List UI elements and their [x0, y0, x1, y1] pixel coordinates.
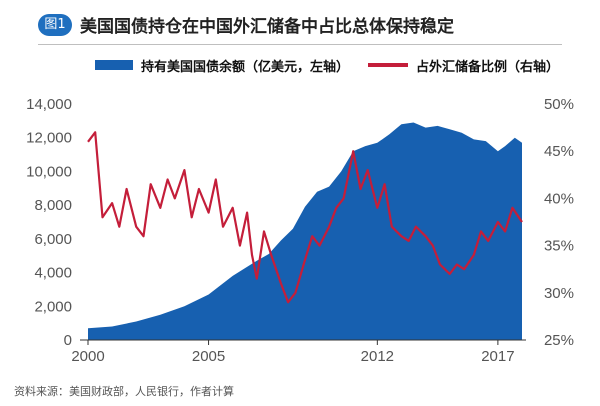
series-area-treasury-holdings	[88, 122, 522, 340]
chart-title: 美国国债持仓在中国外汇储备中占比总体保持稳定	[80, 17, 454, 37]
y-left-tick-label: 12,000	[26, 130, 72, 147]
y-right-tick-label: 50%	[544, 96, 574, 113]
y-left-tick-label: 6,000	[34, 231, 72, 248]
legend-swatch-line	[368, 63, 408, 67]
y-right-tick-label: 45%	[544, 143, 574, 160]
source-note: 资料来源：美国财政部，人民银行，作者计算	[14, 385, 234, 398]
figure-number-badge: 图1	[38, 14, 72, 36]
y-left-tick-label: 4,000	[34, 265, 72, 282]
y-left-tick-label: 2,000	[34, 298, 72, 315]
legend-label-treasury-holdings: 持有美国国债余额（亿美元，左轴）	[141, 59, 350, 75]
y-left-tick-label: 14,000	[26, 96, 72, 113]
legend-item-treasury-holdings: 持有美国国债余额（亿美元，左轴）	[95, 55, 349, 75]
chart-header: 图1 美国国债持仓在中国外汇储备中占比总体保持稳定 持有美国国债余额（亿美元，左…	[0, 0, 600, 92]
y-right-tick-label: 35%	[544, 238, 574, 255]
legend-item-reserve-share: 占外汇储备比例（右轴）	[368, 55, 559, 75]
y-right-tick-label: 25%	[544, 332, 574, 349]
legend-swatch-area	[95, 60, 133, 70]
series-line-reserve-share	[87, 131, 523, 304]
y-right-tick-label: 30%	[544, 285, 574, 302]
y-right-tick-label: 40%	[544, 190, 574, 207]
y-left-tick-label: 10,000	[26, 163, 72, 180]
x-tick-label: 2005	[192, 348, 225, 365]
y-left-tick-label: 0	[64, 332, 72, 349]
header-divider	[38, 44, 562, 45]
legend-label-reserve-share: 占外汇储备比例（右轴）	[416, 59, 560, 75]
x-tick-label: 2012	[361, 348, 394, 365]
y-left-tick-label: 8,000	[34, 197, 72, 214]
x-tick-label: 2000	[71, 348, 104, 365]
x-tick-label: 2017	[481, 348, 514, 365]
